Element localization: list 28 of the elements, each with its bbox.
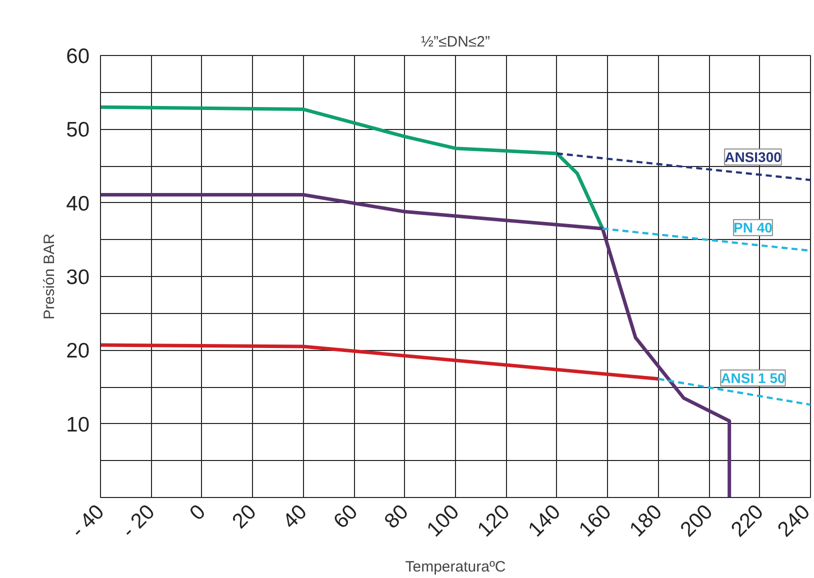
x-tick-label: 0 <box>186 500 210 525</box>
y-tick-label: 10 <box>66 413 90 436</box>
x-tick-label: 200 <box>676 500 718 542</box>
x-tick-label: 120 <box>473 500 514 542</box>
series-label: ANSI300 <box>724 149 782 166</box>
y-tick-label: 50 <box>66 118 90 142</box>
x-tick-label: 20 <box>228 500 261 534</box>
x-axis-title: TemperaturaºC <box>405 558 506 576</box>
chart-title: ½”≤DN≤2” <box>421 34 490 50</box>
series-label: ANSI 1 50 <box>720 370 786 386</box>
y-tick-label: 40 <box>66 192 90 216</box>
x-tick-label: 240 <box>773 500 814 542</box>
y-axis-title: Presión BAR <box>41 233 58 320</box>
x-tick-label: - 20 <box>117 500 160 542</box>
series-label: PN 40 <box>734 220 773 236</box>
y-tick-label: 30 <box>66 266 90 289</box>
x-tick-label: 180 <box>625 500 666 542</box>
x-tick-label: 60 <box>329 500 362 534</box>
line-series <box>100 105 604 230</box>
y-tick-label: 20 <box>66 340 90 363</box>
y-tick-label: 60 <box>66 45 90 68</box>
x-tick-label: 100 <box>422 500 464 542</box>
x-tick-label: 160 <box>574 500 616 542</box>
x-tick-label: 140 <box>524 500 566 542</box>
x-tick-label: 220 <box>726 500 768 542</box>
x-tick-label: - 40 <box>66 500 109 542</box>
x-tick-label: 40 <box>278 500 312 534</box>
x-tick-label: 80 <box>380 500 413 534</box>
